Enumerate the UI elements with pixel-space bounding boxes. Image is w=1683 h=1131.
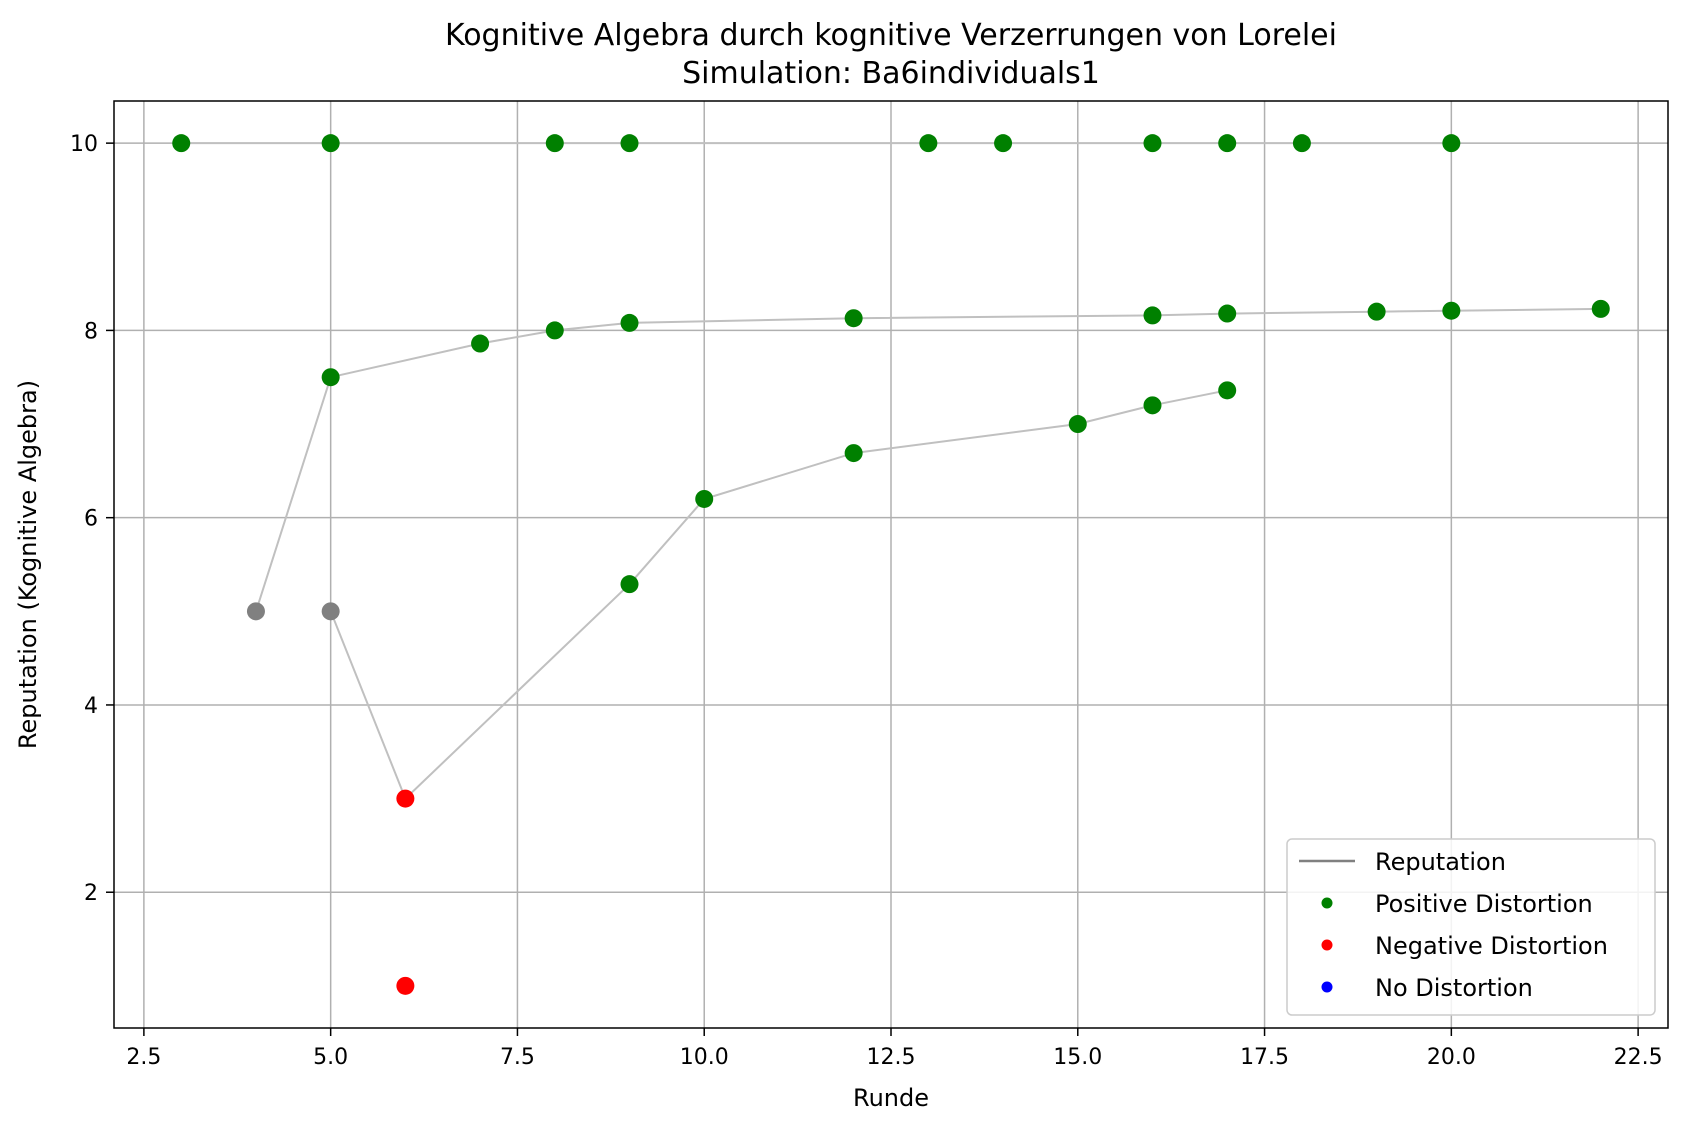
y-tick-label: 8 bbox=[84, 319, 98, 344]
legend-marker-swatch bbox=[1321, 981, 1333, 993]
data-point-positive bbox=[1143, 396, 1162, 415]
data-point-positive bbox=[844, 309, 863, 328]
axis-ticks: 2.5 5.0 7.5 10.0 12.5 15.0 17.5 20.0 22.5 2 4 6 8 10 bbox=[70, 132, 1663, 1070]
data-point-initial bbox=[321, 602, 340, 621]
data-point-positive bbox=[1218, 304, 1237, 323]
data-point-positive bbox=[321, 134, 340, 153]
data-point-positive bbox=[1143, 134, 1162, 153]
data-point-positive bbox=[1068, 415, 1087, 434]
legend-label: No Distortion bbox=[1375, 974, 1533, 1002]
reputation-line bbox=[255, 307, 1601, 612]
legend-marker-swatch bbox=[1321, 897, 1333, 909]
data-point-positive bbox=[1367, 302, 1386, 321]
data-point-positive bbox=[1442, 134, 1461, 153]
legend-label: Negative Distortion bbox=[1375, 932, 1608, 960]
data-point-positive bbox=[1442, 301, 1461, 320]
legend-label: Reputation bbox=[1375, 848, 1506, 876]
data-point-positive bbox=[321, 368, 340, 387]
data-point-positive bbox=[620, 575, 639, 594]
data-point-positive bbox=[919, 134, 938, 153]
x-tick-label: 12.5 bbox=[867, 1045, 916, 1070]
x-tick-label: 10.0 bbox=[680, 1045, 729, 1070]
data-point-positive bbox=[620, 313, 639, 332]
data-point-positive bbox=[1292, 134, 1311, 153]
x-tick-label: 5.0 bbox=[313, 1045, 348, 1070]
data-point-negative bbox=[396, 789, 415, 808]
x-tick-label: 15.0 bbox=[1053, 1045, 1102, 1070]
data-point-positive bbox=[1218, 381, 1237, 400]
legend-box bbox=[1286, 838, 1656, 1016]
data-point-positive bbox=[471, 334, 490, 353]
data-point-positive bbox=[1218, 134, 1237, 153]
data-point-positive bbox=[545, 321, 564, 340]
data-point-positive bbox=[844, 444, 863, 463]
reputation-line bbox=[329, 389, 1228, 801]
y-tick-label: 2 bbox=[84, 881, 98, 906]
data-point-negative bbox=[396, 976, 415, 995]
legend-label: Positive Distortion bbox=[1375, 890, 1593, 918]
data-point-positive bbox=[1591, 299, 1610, 318]
data-point-positive bbox=[172, 134, 191, 153]
x-tick-label: 17.5 bbox=[1240, 1045, 1289, 1070]
data-point-initial bbox=[246, 602, 265, 621]
data-point-positive bbox=[695, 489, 714, 508]
data-point-positive bbox=[545, 134, 564, 153]
data-points bbox=[172, 134, 1610, 995]
legend: Reputation Positive Distortion Negative Di… bbox=[1286, 838, 1656, 1016]
y-axis-label: Reputation (Kognitive Algebra) bbox=[14, 380, 42, 749]
chart-title: Kognitive Algebra durch kognitive Verzer… bbox=[445, 18, 1337, 53]
legend-marker-swatch bbox=[1321, 939, 1333, 951]
y-tick-label: 10 bbox=[70, 132, 98, 157]
x-tick-label: 2.5 bbox=[126, 1045, 161, 1070]
x-tick-label: 20.0 bbox=[1427, 1045, 1476, 1070]
data-point-positive bbox=[620, 134, 639, 153]
data-point-positive bbox=[1143, 306, 1162, 325]
data-point-positive bbox=[994, 134, 1013, 153]
x-tick-label: 22.5 bbox=[1614, 1045, 1663, 1070]
x-axis-label: Runde bbox=[853, 1084, 929, 1112]
y-tick-label: 6 bbox=[84, 507, 98, 532]
chart-subtitle: Simulation: Ba6individuals1 bbox=[682, 56, 1100, 91]
y-tick-label: 4 bbox=[84, 694, 98, 719]
x-tick-label: 7.5 bbox=[500, 1045, 535, 1070]
